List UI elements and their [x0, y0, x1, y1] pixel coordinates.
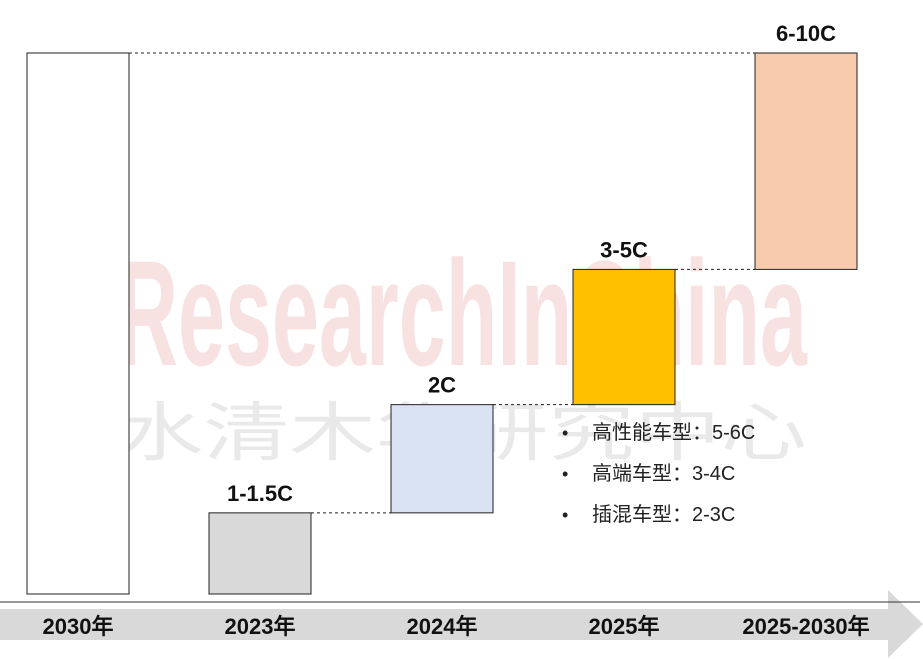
bar	[754, 52, 858, 270]
category-label: 2024年	[407, 614, 478, 639]
bar	[390, 404, 494, 514]
bar	[26, 52, 130, 595]
data-label: 6-10C	[776, 21, 836, 46]
note-text: 插混车型：2-3C	[592, 503, 736, 526]
connector-lines	[129, 52, 755, 514]
watermark-en: ResearchInChina	[117, 229, 808, 397]
note-text: 高端车型：3-4C	[592, 462, 736, 485]
axis-band	[0, 590, 923, 658]
note-item: • 插混车型：2-3C	[562, 494, 755, 535]
bar	[572, 268, 676, 406]
category-label: 2025年	[589, 614, 660, 639]
axis-labels: 2030年 2023年 2024年 2025年 2025-2030年	[43, 614, 870, 639]
note-item: • 高性能车型：5-6C	[562, 412, 755, 453]
bar-labels: 1-1.5C 2C 3-5C 6-10C	[227, 21, 836, 506]
x-axis	[0, 590, 923, 658]
note-item: • 高端车型：3-4C	[562, 453, 755, 494]
data-label: 3-5C	[600, 237, 648, 262]
bullet-icon: •	[562, 504, 569, 525]
bullet-icon: •	[562, 463, 569, 484]
category-label: 2030年	[43, 614, 114, 639]
bullet-icon: •	[562, 422, 569, 443]
bars	[26, 52, 858, 595]
category-label: 2025-2030年	[742, 614, 869, 639]
note-text: 高性能车型：5-6C	[592, 421, 756, 444]
data-label: 1-1.5C	[227, 481, 293, 506]
notes-list: • 高性能车型：5-6C • 高端车型：3-4C • 插混车型：2-3C	[562, 412, 755, 535]
data-label: 2C	[428, 373, 456, 398]
bar	[208, 512, 312, 595]
category-label: 2023年	[225, 614, 296, 639]
